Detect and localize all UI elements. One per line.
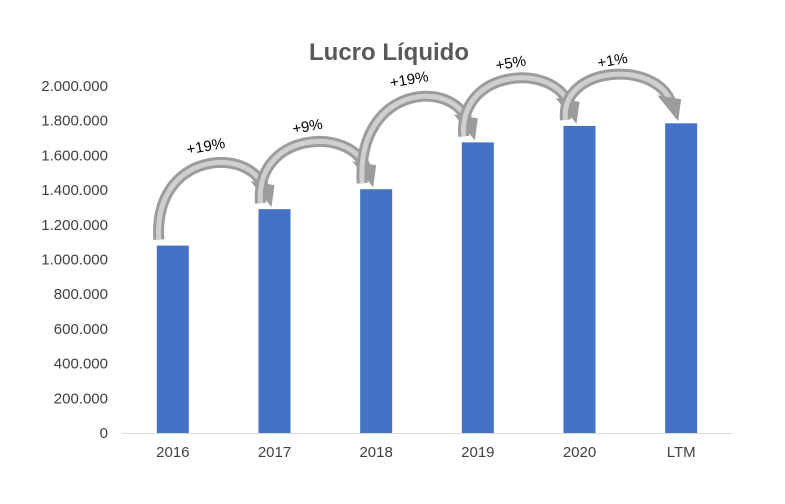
x-tick-label: 2019	[461, 444, 494, 461]
x-tick-label: LTM	[667, 444, 696, 461]
y-tick-label: 800.000	[54, 286, 108, 303]
y-axis: 0 200.000 400.000 600.000 800.000 1.000.000 1.…	[41, 78, 108, 442]
growth-labels: +19% +9% +19% +5% +1%	[185, 50, 629, 159]
growth-arrow-highlight	[257, 138, 369, 204]
y-tick-label: 1.200.000	[41, 217, 108, 234]
y-tick-label: 1.000.000	[41, 252, 108, 269]
growth-arrow-shaft	[356, 90, 474, 184]
y-tick-label: 1.600.000	[41, 147, 108, 164]
x-tick-label: 2016	[156, 444, 189, 461]
x-axis: 2016 2017 2018 2019 2020 LTM	[156, 444, 695, 461]
x-tick-label: 2020	[563, 444, 596, 461]
growth-arrow-highlight	[359, 93, 471, 184]
chart-title: Lucro Líquido	[309, 39, 469, 66]
x-tick-label: 2018	[359, 444, 392, 461]
growth-label: +1%	[596, 50, 629, 72]
y-tick-label: 2.000.000	[41, 78, 108, 95]
growth-arrow-shaft	[153, 156, 270, 240]
bar-2020	[563, 125, 596, 433]
bar-2017	[258, 209, 291, 433]
growth-arrow-highlight	[461, 75, 572, 137]
x-tick-label: 2017	[258, 444, 291, 461]
y-tick-label: 0	[100, 425, 108, 442]
growth-label: +5%	[494, 52, 527, 74]
growth-label: +19%	[185, 135, 226, 158]
y-tick-label: 1.400.000	[41, 182, 108, 199]
y-tick-label: 400.000	[54, 356, 108, 373]
growth-arrows	[153, 68, 682, 240]
bar-ltm	[665, 123, 698, 434]
growth-arrow-highlight	[156, 159, 267, 240]
growth-arrow-highlight	[562, 71, 674, 121]
y-tick-label: 600.000	[54, 321, 108, 338]
growth-arrow-head	[657, 95, 682, 122]
bars	[156, 123, 698, 434]
bar-2019	[461, 142, 494, 433]
y-tick-label: 200.000	[54, 390, 108, 407]
bar-2018	[360, 189, 393, 433]
bar-2016	[156, 245, 189, 433]
y-tick-label: 1.800.000	[41, 113, 108, 130]
growth-label: +19%	[389, 68, 430, 91]
growth-label: +9%	[291, 116, 324, 138]
